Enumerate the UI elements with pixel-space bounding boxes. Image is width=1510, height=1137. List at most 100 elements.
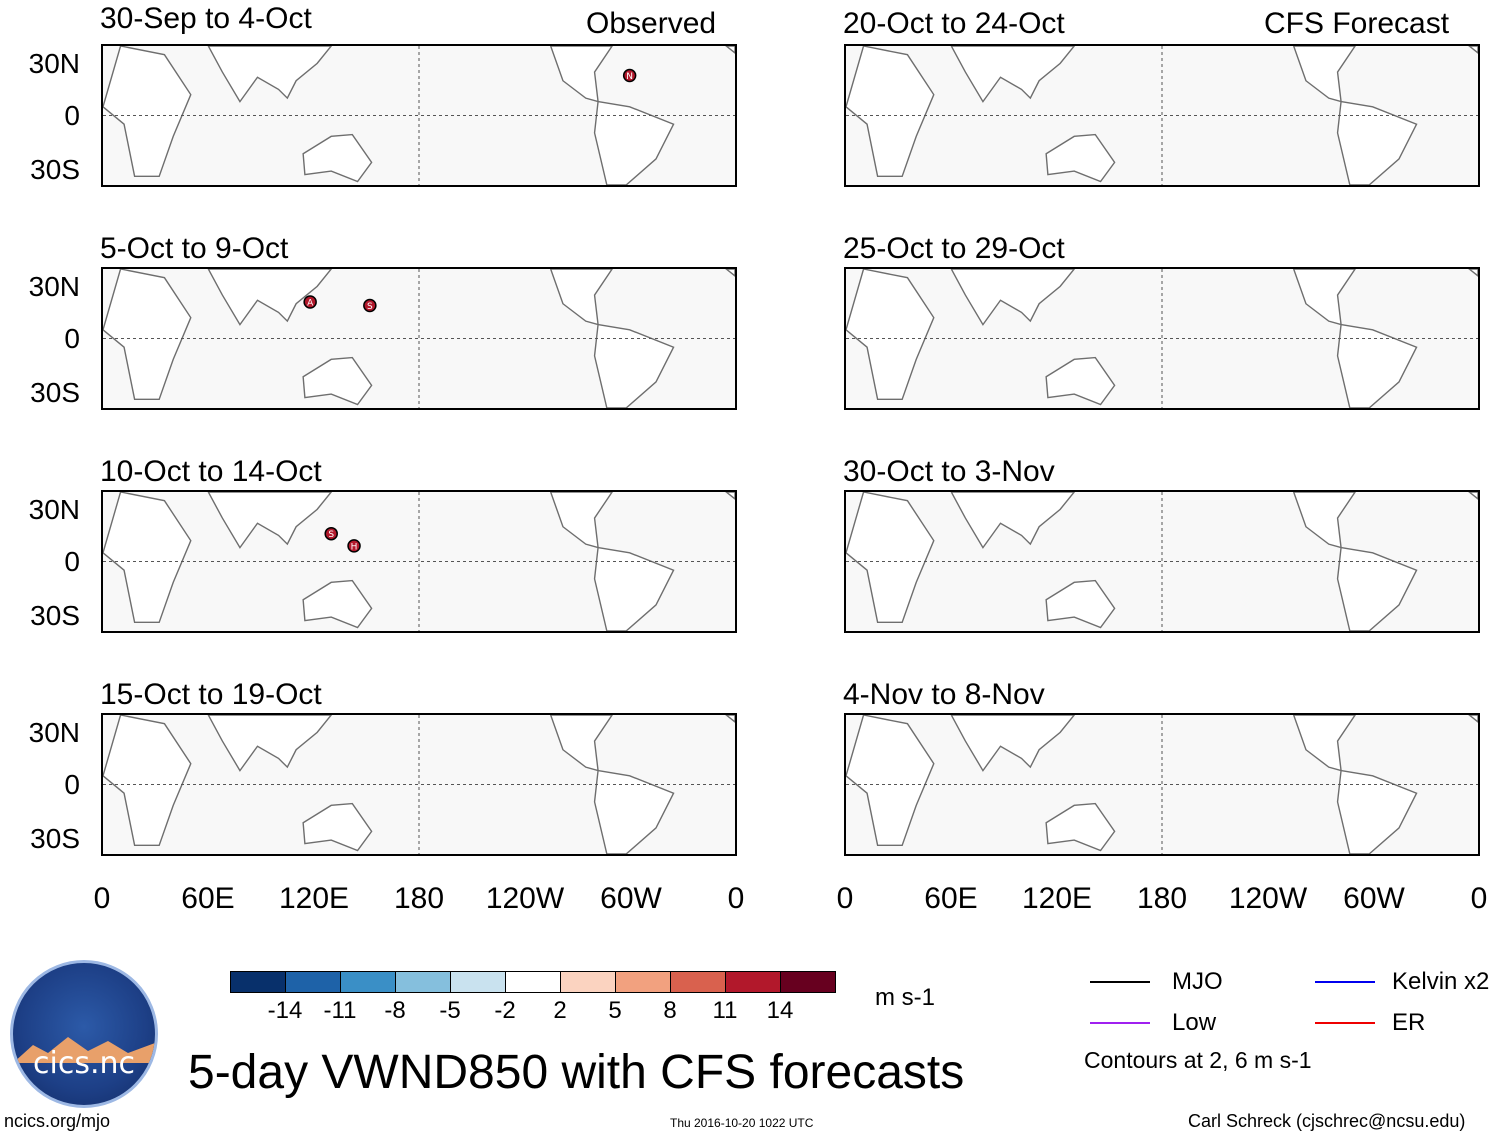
lat-label: 0 <box>64 546 80 577</box>
logo-mountain-graphic <box>13 1037 155 1063</box>
coastline <box>846 715 935 847</box>
lat-label: 0 <box>64 323 80 354</box>
coastline <box>725 269 735 277</box>
legend-line-er <box>1315 1022 1375 1024</box>
lon-label: 120W <box>485 882 565 915</box>
colorbar-tick-label: 5 <box>608 997 622 1024</box>
lat-label: 30S <box>30 377 80 408</box>
coastline <box>1336 546 1418 631</box>
lat-label: 30S <box>30 823 80 854</box>
storm-marker: H <box>347 539 361 553</box>
contour-note: Contours at 2, 6 m s-1 <box>1084 1047 1312 1073</box>
main-title: 5-day VWND850 with CFS forecasts <box>188 1046 965 1099</box>
coastline <box>549 269 613 326</box>
coastline <box>103 715 192 847</box>
map-panel-obs-1: N <box>101 44 737 187</box>
colorbar-swatch <box>450 971 506 993</box>
coastline <box>950 269 1076 326</box>
coastline <box>302 133 373 183</box>
colorbar-swatch <box>780 971 836 993</box>
map-panel-fcst-1 <box>844 44 1480 187</box>
coastline <box>593 546 675 631</box>
coastline <box>549 492 613 549</box>
coastline <box>103 269 192 401</box>
coastline <box>207 46 333 103</box>
cfs-forecast-label: CFS Forecast <box>1264 7 1450 40</box>
colorbar-swatch <box>670 971 726 993</box>
coastline <box>207 269 333 326</box>
observed-label: Observed <box>586 7 717 40</box>
storm-marker: A <box>303 295 317 309</box>
coastline <box>549 46 613 103</box>
colorbar-swatch <box>615 971 671 993</box>
panel-title-fcst-4: 4-Nov to 8-Nov <box>843 678 1045 711</box>
colorbar-swatch <box>560 971 616 993</box>
coastline <box>1045 579 1116 629</box>
colorbar-units: m s-1 <box>875 984 935 1011</box>
coastline <box>302 356 373 406</box>
coastline <box>1336 100 1418 185</box>
lon-label: 120W <box>1228 882 1308 915</box>
lat-label: 30N <box>28 717 80 748</box>
coastline <box>725 46 735 54</box>
coastline <box>549 715 613 772</box>
lon-label: 60W <box>600 882 662 915</box>
map-svg <box>846 492 1478 631</box>
map-svg <box>846 269 1478 408</box>
website-link[interactable]: ncics.org/mjo <box>4 1111 111 1131</box>
lat-label: 30S <box>30 600 80 631</box>
lon-label: 180 <box>1136 882 1188 915</box>
coastline <box>1292 715 1356 772</box>
legend-line-kelvin <box>1315 981 1375 983</box>
colorbar-swatch <box>395 971 451 993</box>
coastline <box>1292 46 1356 103</box>
coastline <box>846 269 935 401</box>
panel-title-obs-2: 5-Oct to 9-Oct <box>100 232 289 265</box>
lon-label: 60W <box>1343 882 1405 915</box>
panel-title-obs-4: 15-Oct to 19-Oct <box>100 678 322 711</box>
svg-text:A: A <box>307 299 314 309</box>
map-svg <box>846 715 1478 854</box>
storm-marker: N <box>622 68 637 83</box>
timestamp: Thu 2016-10-20 1022 UTC <box>670 1116 814 1130</box>
svg-text:H: H <box>351 542 358 552</box>
colorbar-tick-label: 8 <box>663 997 677 1024</box>
storm-marker: S <box>363 298 377 313</box>
colorbar-tick-label: 2 <box>553 997 567 1024</box>
map-svg <box>103 715 735 854</box>
coastline <box>846 46 935 178</box>
coastline <box>950 46 1076 103</box>
coastline <box>593 100 675 185</box>
colorbar-tick-label: -8 <box>384 997 406 1024</box>
coastline <box>1292 269 1356 326</box>
map-panel-fcst-3 <box>844 490 1480 633</box>
coastline <box>846 492 935 624</box>
coastline <box>207 715 333 772</box>
colorbar-tick-label: -11 <box>323 997 357 1024</box>
coastline <box>302 579 373 629</box>
coastline <box>302 802 373 852</box>
svg-text:S: S <box>367 302 373 312</box>
coastline <box>1468 492 1478 500</box>
legend-label-low: Low <box>1172 1009 1217 1036</box>
coastline <box>1045 802 1116 852</box>
coastline <box>207 492 333 549</box>
colorbar-swatch <box>285 971 341 993</box>
lon-label: 0 <box>93 882 111 915</box>
panel-title-obs-1: 30-Sep to 4-Oct <box>100 2 312 35</box>
coastline <box>1045 133 1116 183</box>
coastline <box>950 715 1076 772</box>
coastline <box>593 323 675 408</box>
colorbar-tick-label: 14 <box>766 997 794 1024</box>
panel-title-fcst-2: 25-Oct to 29-Oct <box>843 232 1065 265</box>
lat-label: 0 <box>64 769 80 800</box>
coastline <box>1468 715 1478 723</box>
coastline <box>725 715 735 723</box>
map-svg <box>846 46 1478 185</box>
colorbar-swatch <box>505 971 561 993</box>
lon-label: 180 <box>393 882 445 915</box>
coastline <box>103 492 192 624</box>
colorbar-tick-label: -5 <box>439 997 461 1024</box>
